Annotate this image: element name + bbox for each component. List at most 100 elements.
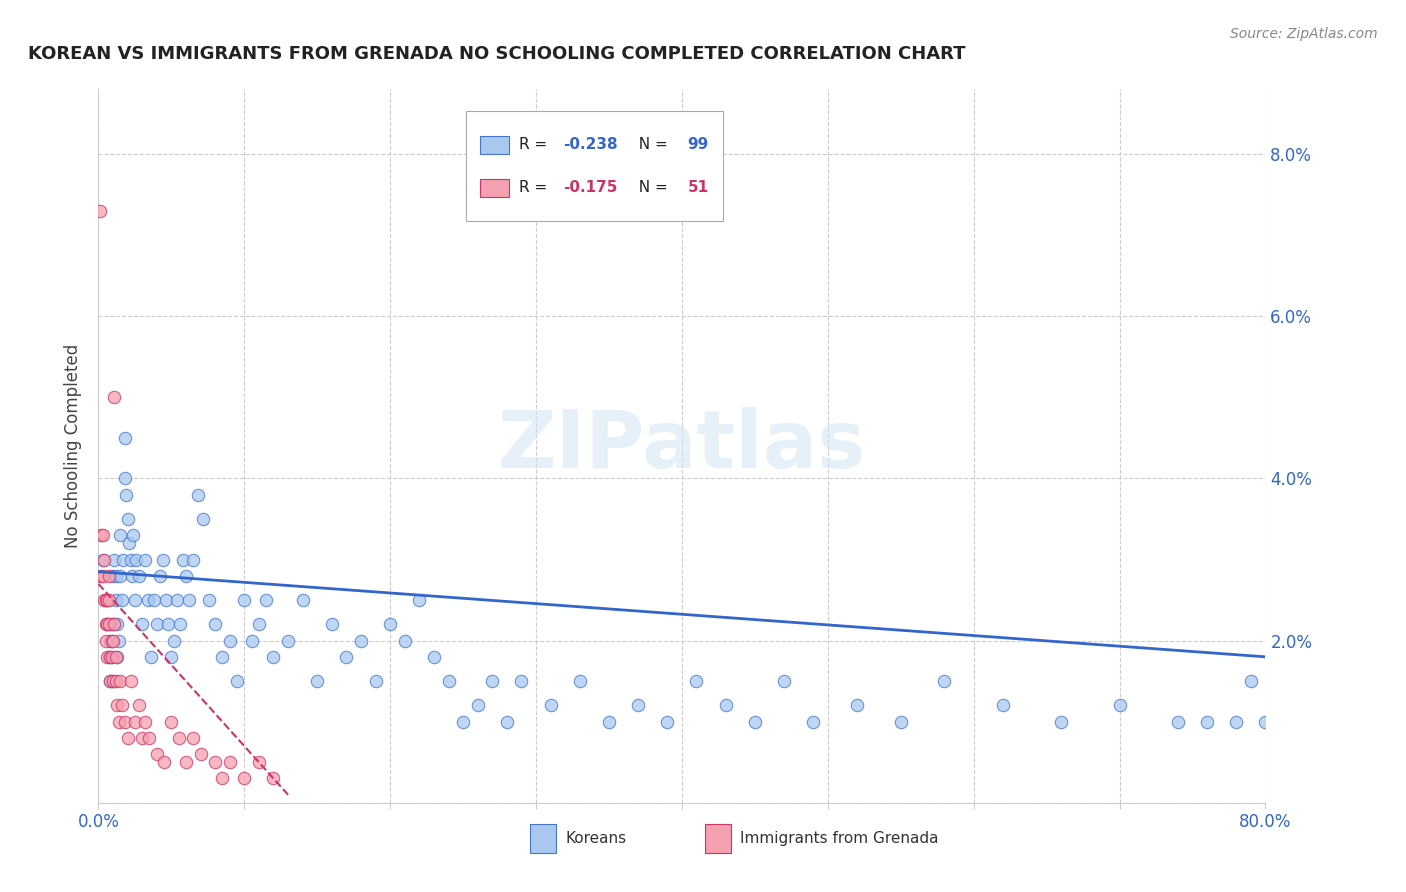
- Point: [111, 698, 134, 713]
- Point: [96, 593, 118, 607]
- Point: [138, 731, 160, 745]
- Point: [1108, 698, 1130, 713]
- Point: [211, 649, 233, 664]
- Point: [131, 731, 153, 745]
- Point: [139, 649, 162, 664]
- Point: [204, 756, 226, 770]
- Point: [380, 617, 402, 632]
- Point: [307, 674, 329, 689]
- Point: [93, 593, 115, 607]
- Point: [91, 552, 114, 566]
- Point: [181, 731, 204, 745]
- Text: Source: ZipAtlas.com: Source: ZipAtlas.com: [1230, 27, 1378, 41]
- Point: [104, 674, 127, 689]
- Point: [105, 649, 128, 664]
- Point: [190, 747, 212, 761]
- Point: [262, 649, 284, 664]
- Point: [110, 568, 132, 582]
- Point: [124, 714, 146, 729]
- Point: [120, 552, 142, 566]
- Point: [153, 756, 176, 770]
- Point: [540, 698, 562, 713]
- Point: [94, 633, 117, 648]
- Point: [254, 593, 277, 607]
- Point: [94, 593, 117, 607]
- Bar: [479, 136, 509, 153]
- Point: [98, 633, 121, 648]
- Point: [103, 390, 125, 404]
- Point: [149, 568, 172, 582]
- Point: [169, 617, 191, 632]
- Point: [115, 488, 138, 502]
- Point: [174, 568, 197, 582]
- Point: [627, 698, 650, 713]
- Point: [481, 674, 503, 689]
- Point: [187, 488, 209, 502]
- Point: [167, 731, 190, 745]
- Point: [364, 674, 387, 689]
- Text: -0.175: -0.175: [562, 180, 617, 195]
- Point: [103, 552, 125, 566]
- Point: [247, 756, 270, 770]
- Point: [846, 698, 869, 713]
- Point: [181, 552, 204, 566]
- Point: [114, 471, 136, 485]
- Point: [108, 633, 131, 648]
- Point: [157, 617, 180, 632]
- Point: [160, 649, 183, 664]
- Point: [118, 536, 141, 550]
- Point: [1195, 714, 1218, 729]
- Point: [174, 756, 197, 770]
- Point: [117, 731, 139, 745]
- Point: [890, 714, 912, 729]
- Point: [496, 714, 519, 729]
- Point: [1240, 674, 1263, 689]
- Point: [177, 593, 200, 607]
- Point: [100, 633, 122, 648]
- Point: [94, 617, 117, 632]
- Point: [128, 568, 150, 582]
- Point: [142, 593, 165, 607]
- Point: [160, 714, 183, 729]
- Point: [166, 593, 188, 607]
- Text: 51: 51: [688, 180, 709, 195]
- Point: [90, 568, 112, 582]
- Y-axis label: No Schooling Completed: No Schooling Completed: [65, 344, 83, 548]
- Point: [105, 698, 128, 713]
- Point: [991, 698, 1014, 713]
- Point: [97, 593, 120, 607]
- Point: [89, 203, 111, 218]
- Point: [122, 528, 145, 542]
- Point: [97, 617, 120, 632]
- Bar: [706, 824, 731, 853]
- Point: [97, 568, 120, 582]
- Point: [124, 593, 146, 607]
- Point: [112, 552, 135, 566]
- Text: N =: N =: [630, 137, 673, 153]
- Point: [262, 772, 284, 786]
- Point: [101, 633, 124, 648]
- Point: [111, 593, 134, 607]
- Point: [291, 593, 314, 607]
- Point: [1254, 714, 1277, 729]
- Point: [121, 568, 143, 582]
- Bar: [465, 111, 723, 221]
- Point: [467, 698, 489, 713]
- Text: R =: R =: [519, 137, 551, 153]
- Point: [714, 698, 737, 713]
- Text: N =: N =: [630, 180, 673, 195]
- Point: [1050, 714, 1073, 729]
- Point: [90, 528, 112, 542]
- Point: [120, 674, 142, 689]
- Point: [134, 714, 156, 729]
- Point: [1225, 714, 1247, 729]
- Point: [218, 756, 240, 770]
- Point: [94, 593, 117, 607]
- Point: [108, 714, 131, 729]
- Point: [685, 674, 707, 689]
- Point: [104, 568, 127, 582]
- Point: [146, 617, 169, 632]
- Point: [100, 617, 122, 632]
- Point: [131, 617, 153, 632]
- Point: [105, 617, 128, 632]
